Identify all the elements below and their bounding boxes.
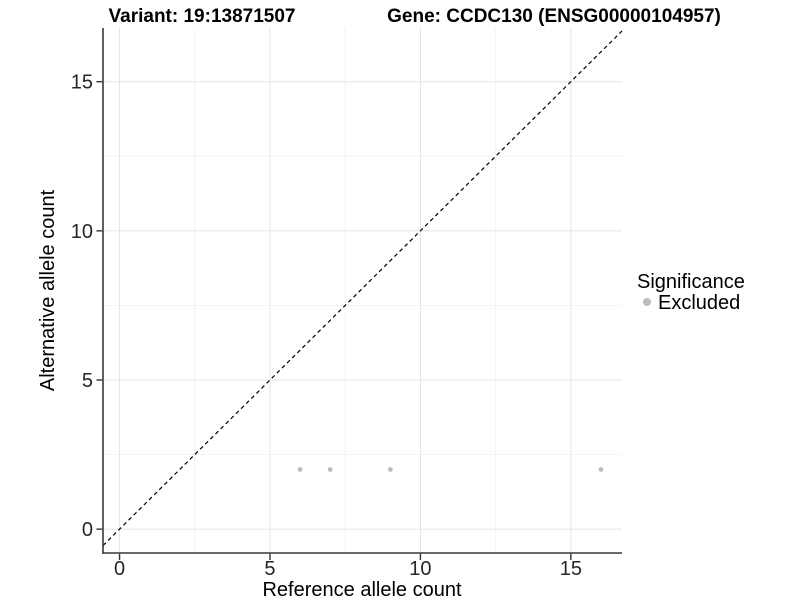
y-tick-label: 10	[71, 221, 93, 243]
plot-title-gene: Gene: CCDC130 (ENSG00000104957)	[387, 6, 721, 27]
x-axis-title: Reference allele count	[262, 579, 461, 600]
legend: Significance Excluded	[637, 271, 745, 314]
data-point	[387, 467, 393, 472]
data-point	[598, 467, 604, 472]
x-tick-label: 15	[560, 558, 582, 580]
data-point	[327, 467, 333, 472]
axis-tick-labels: 0 5 10 15 0 5 10 15	[71, 72, 582, 580]
major-gridlines	[103, 28, 622, 553]
axis-ticks	[96, 80, 572, 560]
plot-title-variant: Variant: 19:13871507	[109, 6, 296, 27]
x-tick-label: 5	[264, 558, 275, 580]
identity-reference-line	[102, 30, 623, 546]
y-axis-title: Alternative allele count	[37, 189, 59, 391]
y-tick-label: 5	[82, 370, 93, 392]
data-points	[297, 467, 604, 472]
legend-label-excluded: Excluded	[658, 292, 740, 314]
y-tick-label: 15	[71, 72, 93, 94]
data-point	[297, 467, 303, 472]
minor-gridlines	[103, 28, 622, 553]
legend-title: Significance	[637, 271, 745, 293]
y-tick-label: 0	[82, 519, 93, 541]
x-tick-label: 10	[409, 558, 431, 580]
x-tick-label: 0	[114, 558, 125, 580]
legend-key-excluded-dot-icon	[643, 298, 651, 306]
